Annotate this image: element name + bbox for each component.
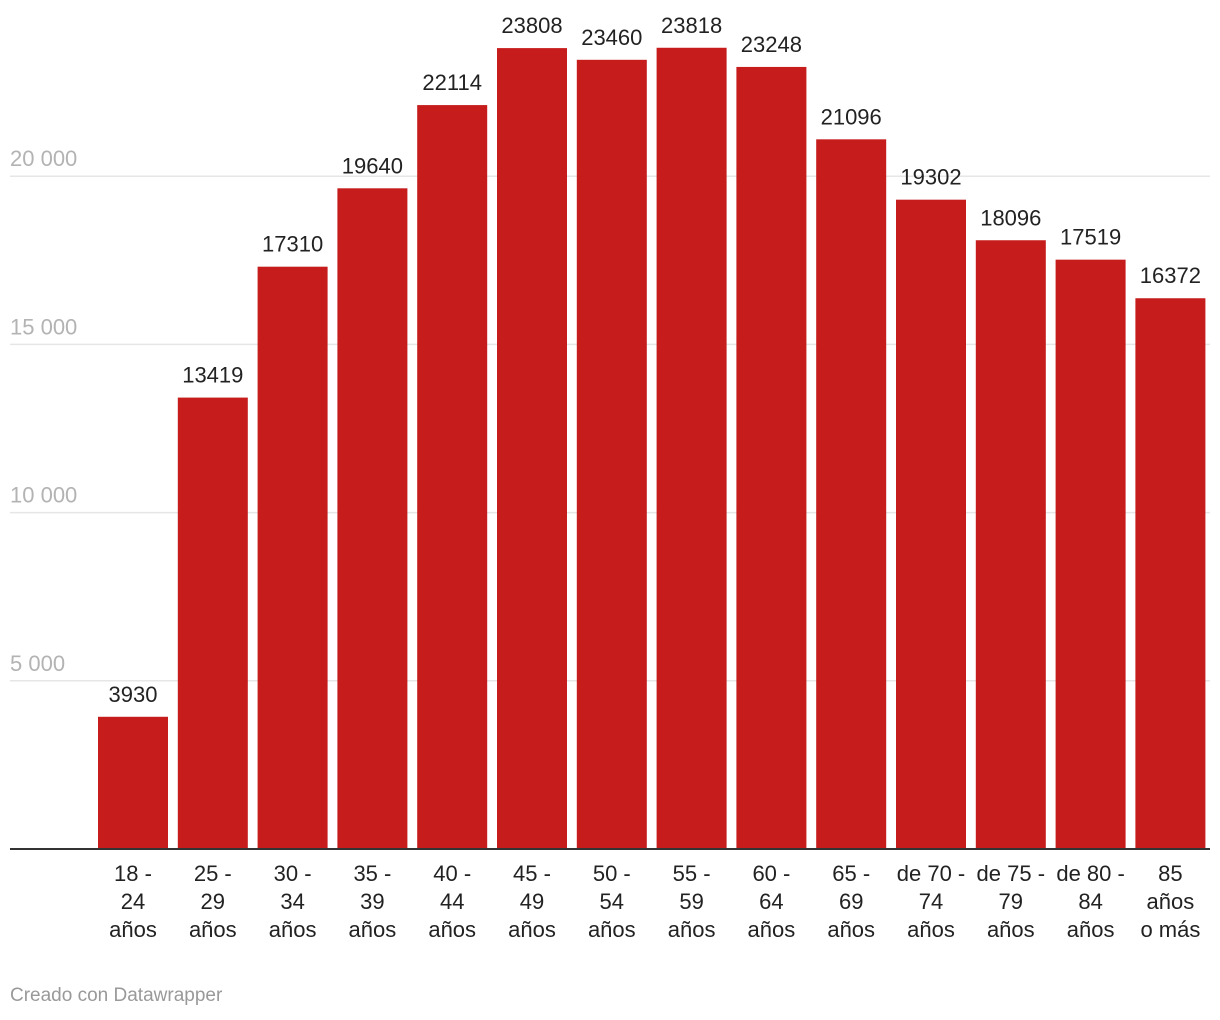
x-tick-label: 18 -24 años bbox=[109, 861, 157, 942]
bar bbox=[656, 47, 727, 850]
bar-value-label: 23808 bbox=[501, 13, 562, 38]
y-tick-label: 15 000 bbox=[10, 314, 77, 339]
datawrapper-credit: Creado con Datawrapper bbox=[10, 985, 223, 1006]
x-tick-label: 55 -59 años bbox=[668, 861, 716, 942]
bar bbox=[736, 66, 807, 850]
x-tick-label: 60 -64 años bbox=[748, 861, 796, 942]
bar bbox=[1055, 259, 1126, 849]
x-tick-label: 65 -69 años bbox=[827, 861, 875, 942]
x-tick-label: 35 -39 años bbox=[349, 861, 397, 942]
bar-value-label: 3930 bbox=[109, 682, 158, 707]
bar-value-label: 22114 bbox=[422, 70, 482, 95]
x-tick-label: de 70 -74 años bbox=[897, 861, 966, 942]
bar-value-label: 17519 bbox=[1060, 225, 1121, 250]
x-tick-label: de 75 -79 años bbox=[977, 861, 1046, 942]
bar-value-label: 23248 bbox=[741, 32, 802, 57]
x-tick-label: 85 años o más bbox=[1140, 861, 1200, 942]
bar bbox=[975, 240, 1046, 850]
bar bbox=[1135, 298, 1206, 849]
bar bbox=[98, 716, 168, 849]
bar-value-label: 16372 bbox=[1140, 263, 1201, 288]
bar bbox=[337, 188, 408, 849]
x-tick-label: 30 -34 años bbox=[269, 861, 317, 942]
bar-value-label: 19302 bbox=[900, 165, 961, 190]
bar bbox=[497, 48, 567, 850]
bar-value-label: 18096 bbox=[980, 205, 1041, 230]
y-tick-label: 20 000 bbox=[10, 146, 77, 171]
y-tick-label: 5 000 bbox=[10, 651, 65, 676]
x-tick-label: 50 -54 años bbox=[588, 861, 636, 942]
bar-value-label: 19640 bbox=[342, 153, 403, 178]
x-tick-label: 25 -29 años bbox=[189, 861, 237, 942]
bar bbox=[576, 59, 647, 849]
y-tick-label: 10 000 bbox=[10, 483, 77, 508]
bar-value-label: 23818 bbox=[661, 13, 722, 38]
bar-value-label: 13419 bbox=[182, 363, 243, 388]
bar-chart: 5 000 10 000 15 000 20 000 3930 13419 17310 19… bbox=[10, 13, 1210, 942]
bar bbox=[896, 199, 966, 849]
bars bbox=[98, 47, 1206, 850]
bar bbox=[816, 139, 887, 849]
bar-value-label: 23460 bbox=[581, 25, 642, 50]
x-tick-label: 45 -49 años bbox=[508, 861, 556, 942]
bar-value-label: 21096 bbox=[821, 104, 882, 129]
bar bbox=[257, 266, 328, 849]
bar bbox=[417, 105, 488, 850]
x-tick-label: 40 -44 años bbox=[428, 861, 476, 942]
bar bbox=[177, 397, 248, 849]
bar-value-label: 17310 bbox=[262, 232, 323, 257]
value-labels: 3930 13419 17310 19640 22114 23808 23460 23818 2… bbox=[109, 13, 1201, 707]
x-axis-labels: 18 -24 años 25 -29 años 30 -34 años 35 -39 años… bbox=[109, 861, 1200, 942]
x-tick-label: de 80 -84 años bbox=[1056, 861, 1125, 942]
